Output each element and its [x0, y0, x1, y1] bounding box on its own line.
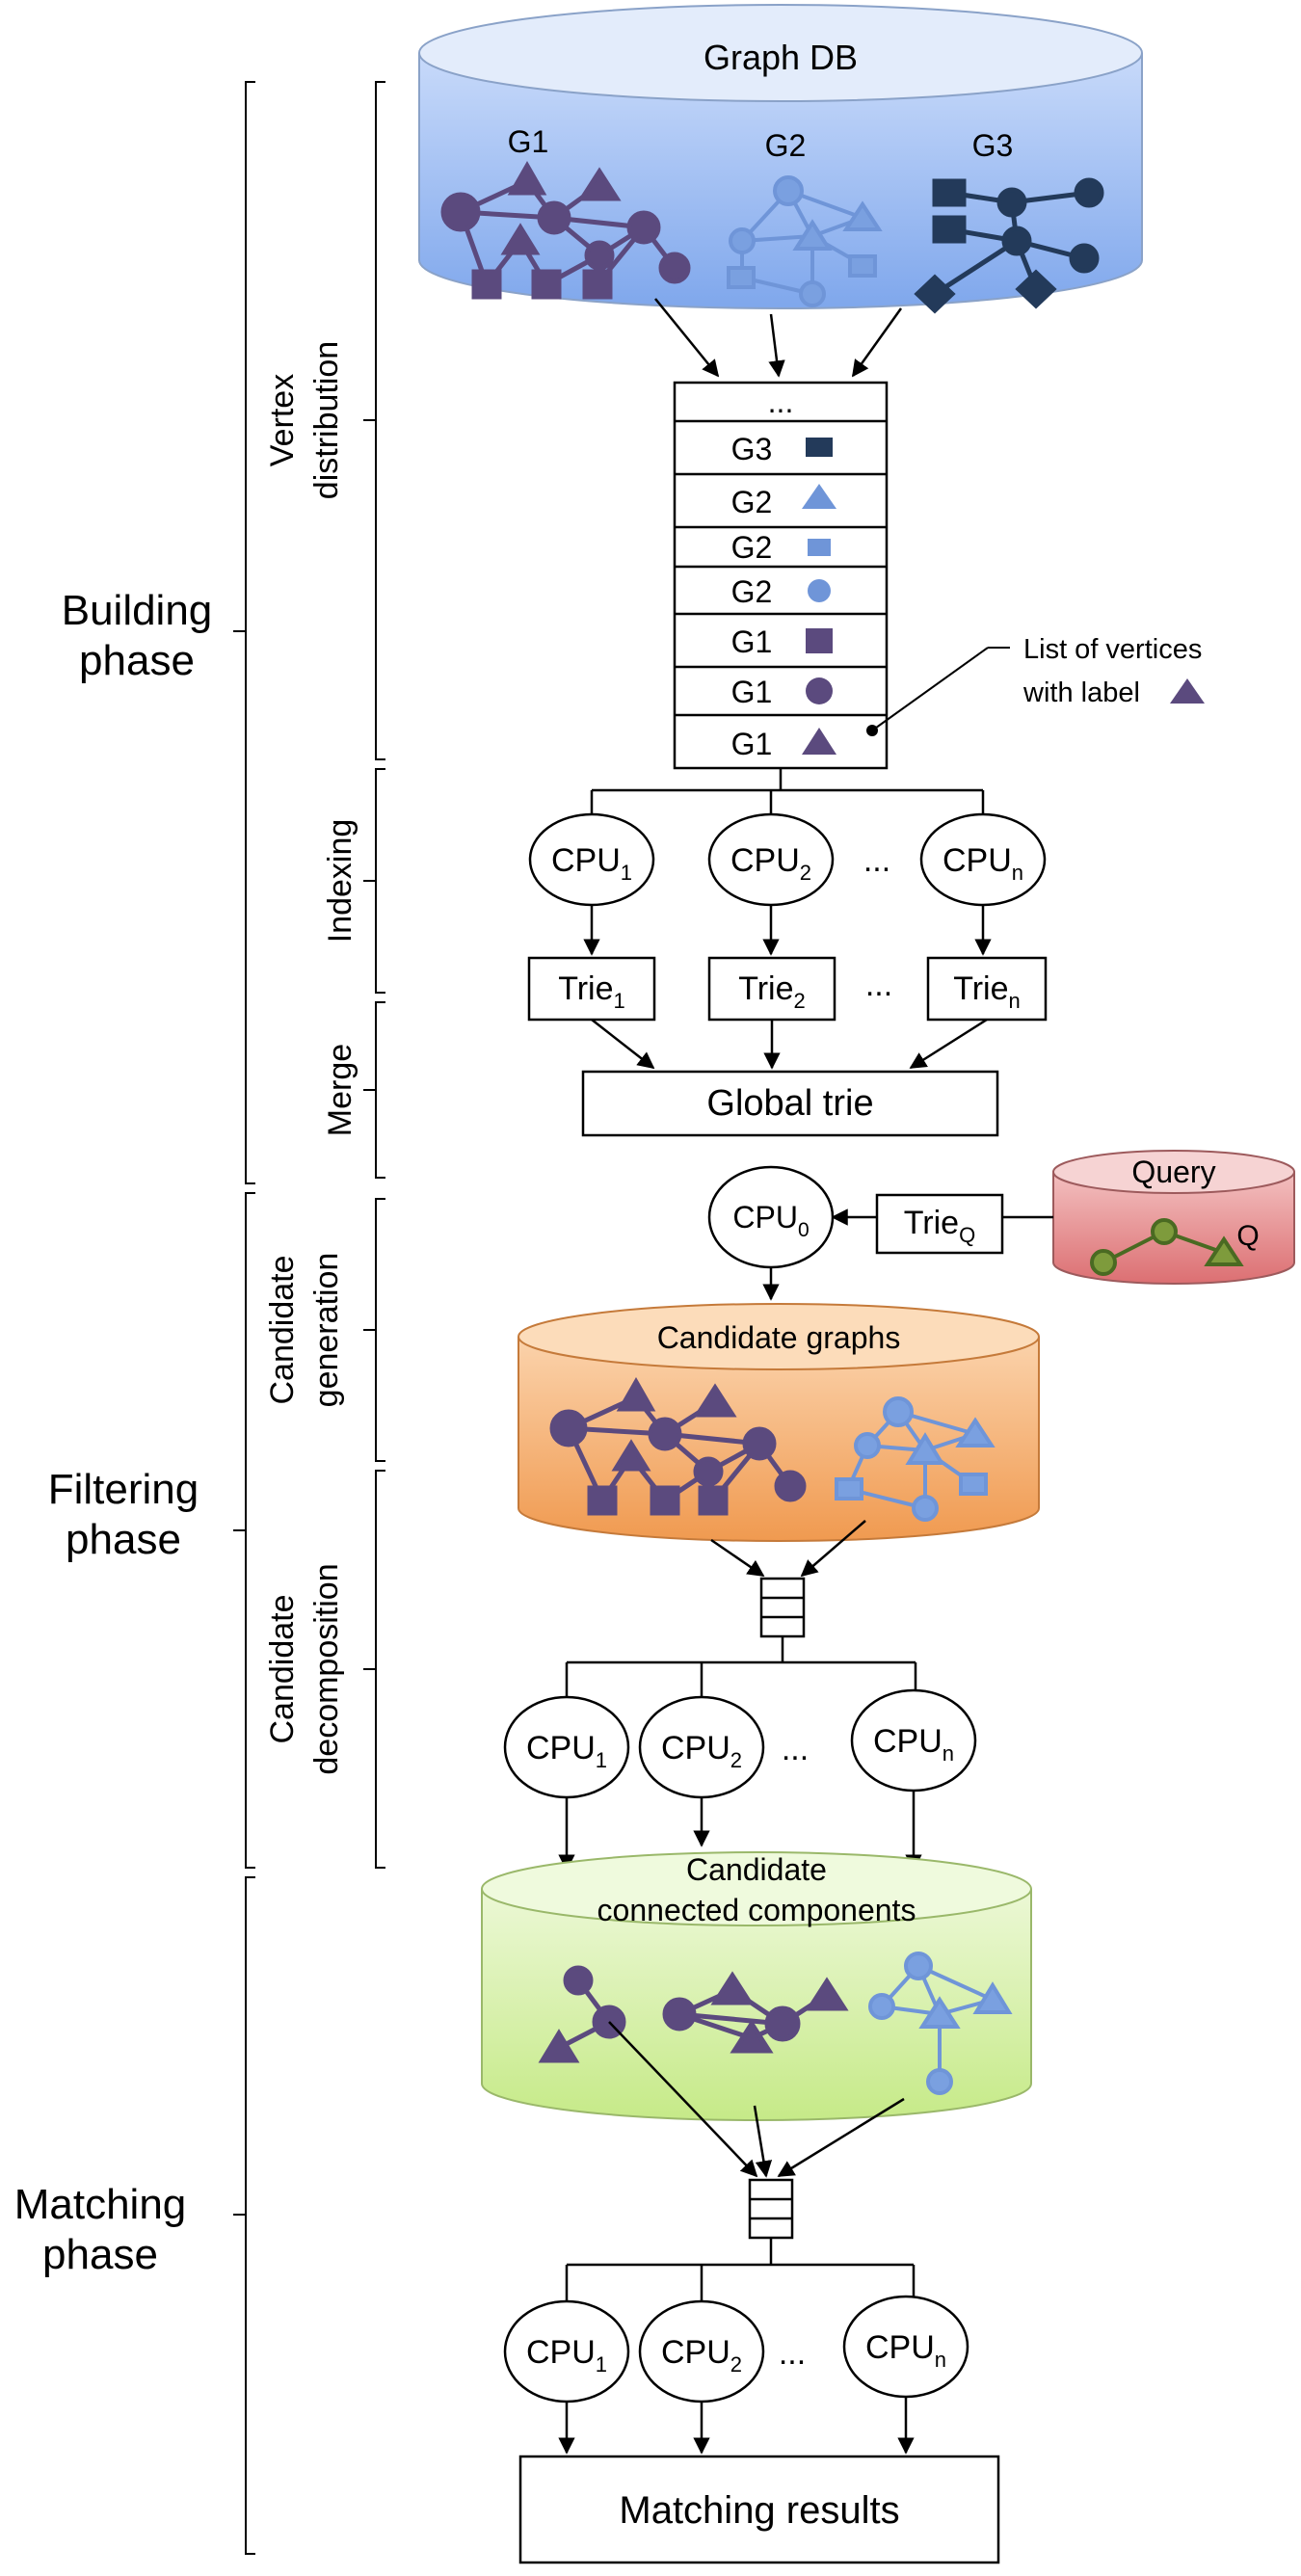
- annotation-line-1: List of vertices: [1023, 634, 1202, 665]
- components-title-1: Candidate: [686, 1852, 827, 1887]
- vertex-row-label: G3: [731, 432, 773, 466]
- circle-blue-icon: [808, 579, 831, 602]
- queue-icon: [759, 1577, 806, 1638]
- vertex-row-label: G1: [731, 675, 773, 709]
- candidate-graphs-cylinder: Candidate graphs: [518, 1303, 1040, 1542]
- vertex-list-annotation: List of vertices with label: [866, 634, 1205, 736]
- component-a: [538, 1965, 626, 2063]
- filtering-phase-bracket: [245, 1192, 255, 1869]
- global-trie-box: [581, 1070, 999, 1137]
- query-q-label: Q: [1236, 1220, 1259, 1252]
- vertex-list-frame: [673, 381, 889, 770]
- merge-bracket: [375, 1001, 385, 1179]
- candidate-decomposition-bracket: [375, 1470, 385, 1869]
- triangle-blue-icon: [802, 484, 836, 509]
- triangle-purple-icon: [802, 728, 836, 755]
- query-title: Query: [1131, 1155, 1215, 1189]
- graph-g1: [440, 160, 691, 300]
- indexing-trie-ellipsis: ...: [865, 967, 892, 1003]
- vertex-distribution-bracket: [375, 81, 385, 760]
- filtering-phase-label: Filtering phase: [48, 1466, 199, 1563]
- square-dark-icon: [806, 438, 833, 457]
- decomposition-ellipsis: ...: [782, 1731, 809, 1767]
- vertex-row-label: G2: [731, 530, 773, 565]
- global-trie-label: Global trie: [706, 1083, 873, 1124]
- vertex-list-ellipsis: ...: [768, 385, 794, 419]
- matching-ellipsis: ...: [779, 2335, 806, 2372]
- trie-q-label: TrieQ: [904, 1205, 975, 1247]
- vertex-row-label: G1: [731, 727, 773, 761]
- graph-label-g2: G2: [765, 128, 807, 163]
- square-blue-icon: [808, 539, 831, 556]
- components-cylinder: Candidate connected components: [481, 1851, 1032, 2121]
- building-phase-bracket: [245, 81, 255, 1184]
- cpu-label: CPUn: [943, 842, 1023, 885]
- query-graph: [1090, 1218, 1244, 1276]
- cpu-label: CPU1: [551, 842, 632, 885]
- components-title-2: connected components: [597, 1893, 916, 1927]
- graph-g3: [914, 177, 1104, 314]
- merge-label: Merge: [322, 1044, 358, 1136]
- decomposition-stage: CPU1 CPU2 ... CPUn: [503, 1688, 977, 1799]
- indexing-bracket: [375, 768, 385, 994]
- square-purple-icon: [806, 628, 833, 653]
- cpu0-label: CPU0: [732, 1200, 809, 1241]
- query-cylinder: Query Q: [1052, 1150, 1295, 1285]
- trie-label: Trie2: [738, 970, 806, 1013]
- cpu-label: CPUn: [873, 1723, 954, 1766]
- circle-purple-icon: [806, 677, 833, 704]
- vertex-distribution-label: Vertex distribution: [264, 341, 345, 499]
- trie-box: [707, 956, 836, 1022]
- graph-g2: [727, 175, 883, 307]
- component-c: [868, 1952, 1013, 2095]
- matching-phase-label: Matching phase: [14, 2181, 187, 2278]
- annotation-line-2: with label: [1022, 677, 1140, 708]
- indexing-label: Indexing: [322, 819, 358, 943]
- candidate-graphs-title: Candidate graphs: [657, 1320, 901, 1355]
- matching-results-label: Matching results: [619, 2489, 899, 2532]
- indexing-stage: CPU1 CPU2 ... CPUn Trie1 Trie2 ... Trien: [527, 812, 1048, 1022]
- matching-stage: CPU1 CPU2 ... CPUn: [503, 2295, 969, 2403]
- graph-db-cylinder: Graph DB G1 G2 G3: [418, 4, 1143, 314]
- cpu-label: CPU2: [661, 2334, 742, 2377]
- vertex-row-label: G1: [731, 624, 773, 659]
- cpu-label: CPU1: [526, 2334, 607, 2377]
- matching-results-box: [518, 2455, 1000, 2564]
- candidate-graph-purple: [549, 1376, 807, 1516]
- cpu-label: CPUn: [865, 2329, 946, 2372]
- cpu-label: CPU2: [730, 842, 811, 885]
- trie-label: Trie1: [558, 970, 625, 1013]
- vertex-row-label: G2: [731, 574, 773, 609]
- matching-phase-bracket: [245, 1876, 255, 2555]
- candidate-generation-label: Candidate generation: [264, 1253, 345, 1408]
- graph-db-title: Graph DB: [704, 38, 858, 77]
- building-phase-label: Building phase: [62, 587, 213, 684]
- vertex-list: ... G3 G2 G2 G2 G1 G1 G1: [673, 381, 889, 770]
- component-b: [662, 1971, 849, 2054]
- candidate-graph-blue: [835, 1396, 996, 1522]
- cpu-label: CPU2: [661, 1730, 742, 1772]
- phase-brackets: [233, 81, 385, 2555]
- graph-label-g1: G1: [508, 124, 549, 159]
- triangle-purple-icon: [1170, 678, 1205, 704]
- queue-icon: [748, 2178, 794, 2240]
- vertex-row-label: G2: [731, 485, 773, 519]
- indexing-cpu-ellipsis: ...: [863, 842, 890, 879]
- candidate-generation-bracket: [375, 1198, 385, 1462]
- candidate-decomposition-label: Candidate decomposition: [264, 1563, 345, 1774]
- trie-box: [926, 956, 1048, 1022]
- graph-label-g3: G3: [972, 128, 1014, 163]
- trie-label: Trien: [953, 970, 1021, 1013]
- cpu-label: CPU1: [526, 1730, 607, 1772]
- trie-q-box: [875, 1193, 1004, 1255]
